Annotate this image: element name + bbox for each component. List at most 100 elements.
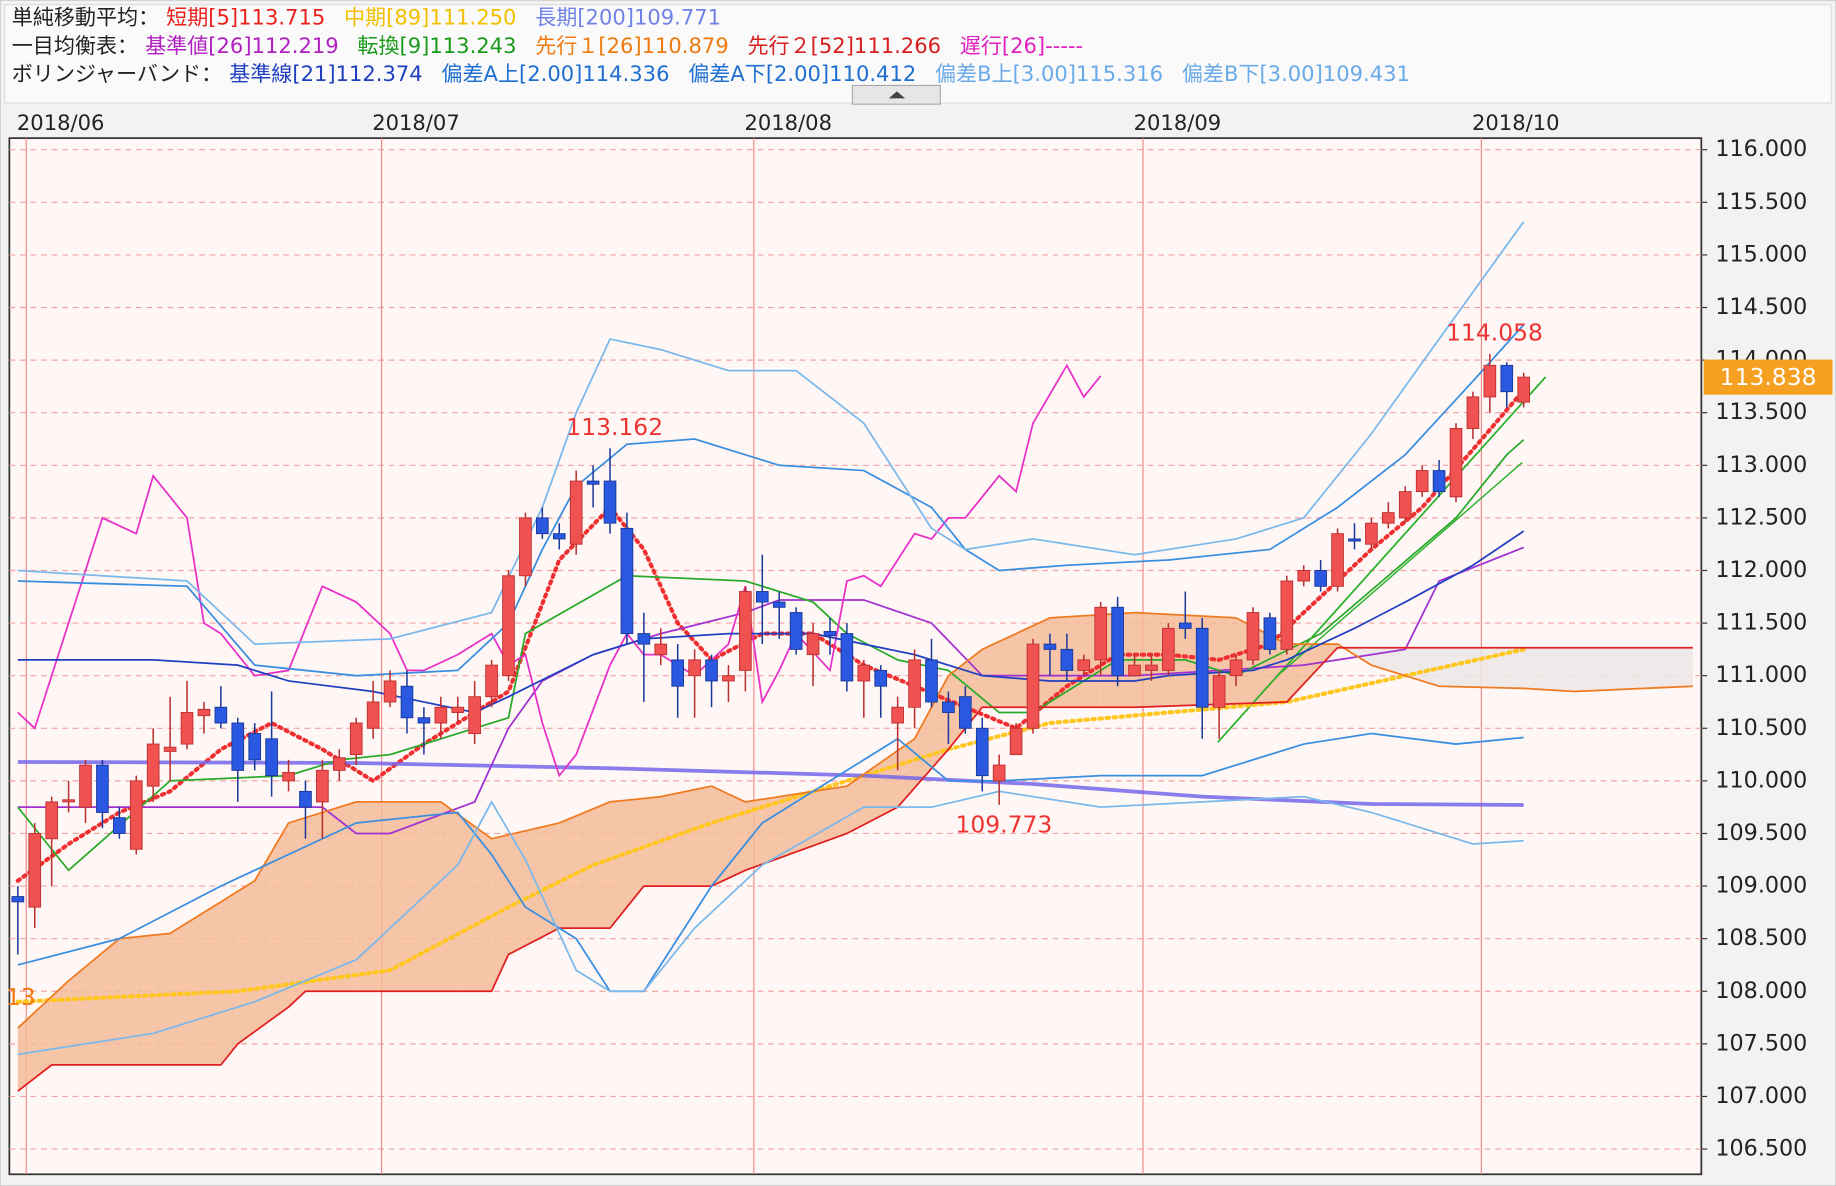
candle-body xyxy=(332,757,346,771)
cloud-fill xyxy=(1388,647,1406,676)
cloud-fill xyxy=(440,801,458,992)
candle-body xyxy=(282,771,295,782)
cloud-fill xyxy=(220,891,238,1065)
legend-group-title: 単純移動平均： xyxy=(12,5,159,30)
candle-body xyxy=(620,527,634,635)
candle-body xyxy=(79,764,92,808)
candles xyxy=(11,354,1531,955)
collapse-icon[interactable] xyxy=(888,91,906,99)
cloud-fill xyxy=(610,800,627,929)
candle-body xyxy=(468,696,481,735)
candle-body xyxy=(1145,664,1158,671)
candle-body xyxy=(1094,606,1108,661)
legend-entry: 先行２[52]111.266 xyxy=(747,33,941,58)
collapse-button[interactable] xyxy=(851,84,941,105)
candle-body xyxy=(265,738,278,777)
candle-body xyxy=(1415,470,1429,493)
candle-body xyxy=(1229,659,1243,677)
trend-line xyxy=(1275,461,1523,678)
cloud-fill xyxy=(203,901,221,1065)
y-tick-label: 109.500 xyxy=(1715,820,1807,846)
last-price-box xyxy=(1703,359,1833,395)
candle-body xyxy=(400,685,414,719)
cloud-fill xyxy=(711,786,729,887)
cloud-fill xyxy=(1540,647,1558,691)
legend-entry: 遅行[26]----- xyxy=(960,33,1083,58)
candle-body xyxy=(992,764,1006,782)
cloud-fill xyxy=(102,938,120,1065)
indicator-lines xyxy=(15,221,1693,1092)
candle-body xyxy=(637,633,651,645)
candle-body xyxy=(1449,428,1463,498)
candle-body xyxy=(1348,538,1361,542)
candle-body xyxy=(113,817,126,834)
candle-body xyxy=(451,706,465,713)
candle-body xyxy=(959,696,972,729)
x-tick-label: 2018/09 xyxy=(1134,110,1222,135)
candle-body xyxy=(1026,643,1040,729)
cloud-fill xyxy=(356,801,374,992)
cloud-fill xyxy=(373,801,391,992)
candle-body xyxy=(1280,580,1294,650)
cloud-fill xyxy=(762,796,780,865)
candle-body xyxy=(823,631,837,637)
cloud-fill xyxy=(406,801,424,992)
legend-entry: 偏差B上[3.00]115.316 xyxy=(935,61,1163,86)
candle-body xyxy=(857,664,871,682)
cloud-fill xyxy=(1675,647,1693,687)
candle-body xyxy=(163,746,177,752)
y-tick-label: 116.000 xyxy=(1715,136,1807,162)
candle-body xyxy=(772,601,786,608)
indicator-line xyxy=(17,732,1524,993)
candle-body xyxy=(417,717,431,724)
candle-body xyxy=(1043,643,1057,650)
candle-body xyxy=(1517,376,1531,403)
candle-body xyxy=(1128,664,1141,677)
cloud-fill xyxy=(542,822,560,937)
y-tick-label: 111.000 xyxy=(1715,662,1807,688)
cloud-fill xyxy=(897,738,915,808)
cloud-fill xyxy=(559,815,577,929)
candle-body xyxy=(11,896,25,903)
candle-body xyxy=(942,701,955,713)
last-price-label: 113.838 xyxy=(1720,363,1817,391)
y-tick-label: 111.500 xyxy=(1715,610,1807,636)
y-tick-label: 106.500 xyxy=(1715,1136,1807,1162)
cloud-fill xyxy=(1557,647,1575,692)
extreme-label: 109.773 xyxy=(955,810,1052,838)
candle-body xyxy=(1263,617,1277,650)
cloud-fill xyxy=(1642,647,1660,689)
y-tick-label: 115.500 xyxy=(1715,189,1807,215)
candle-body xyxy=(129,780,143,850)
candle-body xyxy=(28,833,42,908)
y-tick-label: 112.500 xyxy=(1715,504,1807,530)
indicator-line xyxy=(17,790,1524,1056)
indicator-line xyxy=(17,611,1693,1029)
legend-entry: 中期[89]111.250 xyxy=(344,5,516,30)
candle-body xyxy=(874,669,888,687)
y-tick-label: 110.000 xyxy=(1715,767,1807,793)
y-tick-label: 108.000 xyxy=(1715,978,1807,1004)
candle-body xyxy=(975,727,989,777)
indicator-line xyxy=(15,388,1526,883)
trend-line xyxy=(1217,376,1547,743)
candle-body xyxy=(519,517,532,577)
candle-body xyxy=(1212,675,1226,708)
indicator-line xyxy=(17,646,1693,1092)
legend-entry: 短期[5]113.715 xyxy=(166,5,325,30)
cloud-fill xyxy=(136,935,154,1065)
x-tick-label: 2018/07 xyxy=(372,110,460,135)
candle-body xyxy=(739,591,752,671)
candle-body xyxy=(349,722,363,756)
cloud-fill xyxy=(694,786,712,887)
candle-body xyxy=(840,633,854,682)
candle-body xyxy=(197,708,211,717)
cloud-fill xyxy=(305,812,323,992)
candle-body xyxy=(316,769,329,803)
x-tick-label: 2018/08 xyxy=(744,110,832,135)
candle-body xyxy=(1382,512,1395,524)
candle-body xyxy=(1297,570,1311,582)
cloud-fill xyxy=(1472,647,1490,688)
legend-entry: 偏差B下[3.00]109.431 xyxy=(1182,61,1410,86)
